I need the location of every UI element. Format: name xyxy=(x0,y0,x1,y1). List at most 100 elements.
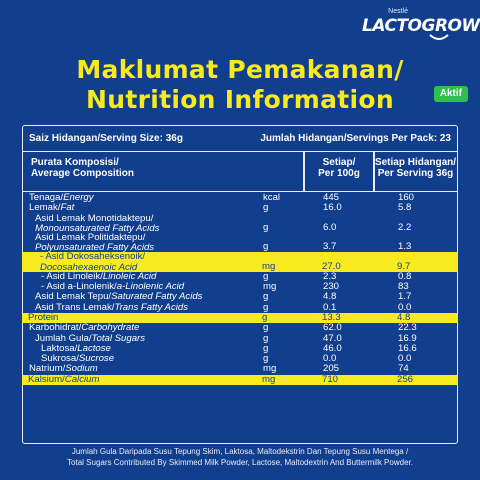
nutrient-row: - Asid a-Linolenik/a-Linolenic Acid mg 230… xyxy=(23,281,457,293)
nutrient-name: Natrium/Sodium xyxy=(29,364,98,374)
footnote-line-1: Jumlah Gula Daripada Susu Tepung Skim, L… xyxy=(71,447,409,456)
value-per-serving: 256 xyxy=(397,373,414,385)
nutrient-unit: g xyxy=(263,222,269,234)
nutrient-name-english: Total Sugars xyxy=(91,332,146,344)
nutrient-row: Asid Lemak Monotidaktepu/Monounsaturated… xyxy=(23,213,457,235)
nutrient-name: - Asid Linoleik/Linoleic Acid xyxy=(41,270,156,282)
nutrient-row: Karbohidrat/Carbohydrate g 62.0 22.3 xyxy=(23,322,457,334)
col-per-100g: Setiap/ Per 100g xyxy=(305,157,373,179)
value-per-100g: 16.0 xyxy=(323,202,342,214)
nutrient-unit: mg xyxy=(263,363,277,375)
nutrient-unit: kcal xyxy=(263,192,281,203)
col-per-100g-line1: Setiap/ xyxy=(322,157,356,168)
nutrient-name: Lemak/Fat xyxy=(29,203,74,213)
value-per-serving: 0.8 xyxy=(398,270,412,282)
value-per-100g: 3.7 xyxy=(323,241,337,253)
serving-size: Saiz Hidangan/Serving Size: 36g xyxy=(29,133,183,144)
value-per-serving: 1.7 xyxy=(398,291,412,303)
smile-icon xyxy=(429,34,449,40)
nutrient-unit: g xyxy=(263,353,269,365)
value-per-100g: 6.0 xyxy=(323,222,337,234)
nutrient-row: Protein g 13.3 4.8 xyxy=(22,311,458,324)
nutrient-name: Asid Lemak Tepu/Saturated Fatty Acids xyxy=(35,292,202,302)
nutrient-unit: mg xyxy=(262,260,276,272)
nutrient-name-english: Trans Fatty Acids xyxy=(114,301,189,313)
nutrient-name-malay: Lemak/ xyxy=(29,202,61,214)
nutrient-name: Sukrosa/Sucrose xyxy=(41,353,114,365)
nutrient-name-english: Lactose xyxy=(77,342,111,354)
col-composition: Purata Komposisi/ Average Composition xyxy=(31,157,134,179)
nutrient-unit: g xyxy=(263,301,269,313)
nutrient-name-malay: - Asid Dokosaheksenoik/ xyxy=(40,251,146,263)
value-per-100g: 2.3 xyxy=(323,270,337,282)
value-per-serving: 9.7 xyxy=(397,260,411,272)
nutrient-row: Asid Lemak Politidaktepu/Polyunsaturated… xyxy=(23,232,457,254)
nutrient-name-english: Monounsaturated Fatty Acids xyxy=(35,222,160,234)
nutrient-unit: mg xyxy=(263,281,277,293)
nutrient-name-english: Carbohydrate xyxy=(81,322,140,334)
footnote-line-2: Total Sugars Contributed By Skimmed Milk… xyxy=(67,458,413,467)
nestle-wordmark: Nestlé xyxy=(388,8,408,15)
value-per-serving: 16.6 xyxy=(398,342,417,354)
value-per-100g: 230 xyxy=(323,281,340,293)
value-per-100g: 0.0 xyxy=(323,353,337,365)
nutrient-name-english: Energy xyxy=(63,192,94,203)
nutrient-name-english: Fat xyxy=(60,202,75,214)
nutrient-row: - Asid Linoleik/Linoleic Acid g 2.3 0.8 xyxy=(23,270,457,282)
footnote: Jumlah Gula Daripada Susu Tepung Skim, L… xyxy=(0,446,480,468)
nutrient-unit: g xyxy=(263,332,269,344)
page-title: Maklumat Pemakanan/ Nutrition Informatio… xyxy=(0,55,480,115)
nutrient-name-english: Polyunsaturated Fatty Acids xyxy=(35,242,155,254)
nutrient-name: Asid Lemak Politidaktepu/Polyunsaturated… xyxy=(35,232,155,254)
lactogrow-wordmark: LACTOGROW xyxy=(362,16,480,36)
nutrition-table: Saiz Hidangan/Serving Size: 36g Jumlah H… xyxy=(22,125,458,444)
nutrient-name-malay: - Asid Linoleik/ xyxy=(41,270,103,282)
value-per-serving: 0.0 xyxy=(398,353,412,365)
nutrient-unit: g xyxy=(262,311,268,323)
nutrient-name-malay: Sukrosa/ xyxy=(41,353,79,365)
value-per-100g: 0.1 xyxy=(323,301,337,313)
servings-per-pack: Jumlah Hidangan/Servings Per Pack: 23 xyxy=(260,133,451,144)
nutrient-row: Asid Lemak Tepu/Saturated Fatty Acids g 4.… xyxy=(23,291,457,303)
value-per-100g: 445 xyxy=(323,192,340,203)
nutrient-unit: g xyxy=(263,241,269,253)
value-per-serving: 2.2 xyxy=(398,222,412,234)
nutrient-row: Sukrosa/Sucrose g 0.0 0.0 xyxy=(23,353,457,365)
nutrient-name-malay: Natrium/ xyxy=(29,363,66,375)
nutrient-name-malay: Protein xyxy=(28,311,59,323)
nutrient-name: Asid Lemak Monotidaktepu/Monounsaturated… xyxy=(35,213,160,235)
nutrient-name-malay: Tenaga/ xyxy=(29,192,64,203)
value-per-100g: 710 xyxy=(322,373,339,385)
title-line-2: Nutrition Information xyxy=(86,85,394,114)
column-headers: Purata Komposisi/ Average Composition Se… xyxy=(23,152,457,192)
nutrient-name: Kalsium/Calcium xyxy=(28,373,100,385)
nutrient-row: Jumlah Gula/Total Sugars g 47.0 16.9 xyxy=(23,332,457,344)
title-line-1: Maklumat Pemakanan/ xyxy=(76,55,404,84)
nutrient-unit: g xyxy=(263,202,269,214)
nutrient-name-malay: - Asid a-Linolenik/ xyxy=(41,281,117,293)
nutrient-name-english: Calcium xyxy=(64,373,100,385)
nutrient-name: Jumlah Gula/Total Sugars xyxy=(35,332,146,344)
nutrient-name: - Asid Dokosaheksenoik/Docosahexaenoic A… xyxy=(40,252,145,273)
col-composition-line2: Average Composition xyxy=(31,168,134,179)
value-per-100g: 46.0 xyxy=(323,342,342,354)
value-per-100g: 4.8 xyxy=(323,291,337,303)
nutrient-row: Kalsium/Calcium mg 710 256 xyxy=(22,373,458,386)
nutrient-name-malay: Kalsium/ xyxy=(28,373,65,385)
nutrient-name-english: a-Linolenic Acid xyxy=(116,281,185,293)
value-per-serving: 5.8 xyxy=(398,202,412,214)
column-divider xyxy=(373,152,375,191)
nutrient-unit: g xyxy=(263,322,269,334)
nutrient-name-malay: Asid Trans Lemak/ xyxy=(35,301,115,313)
value-per-serving: 1.3 xyxy=(398,241,412,253)
value-per-100g: 27.0 xyxy=(322,260,341,272)
nutrient-name-malay: Jumlah Gula/ xyxy=(35,332,92,344)
value-per-serving: 83 xyxy=(398,281,409,293)
value-per-100g: 13.3 xyxy=(322,311,341,323)
nutrient-unit: mg xyxy=(262,373,276,385)
nutrient-row: Tenaga/Energy kcal 445 160 xyxy=(23,192,457,203)
nutrient-name: Laktosa/Lactose xyxy=(41,342,111,354)
nutrient-name: Protein xyxy=(28,311,59,323)
nutrient-unit: g xyxy=(263,342,269,354)
value-per-serving: 4.8 xyxy=(397,311,411,323)
